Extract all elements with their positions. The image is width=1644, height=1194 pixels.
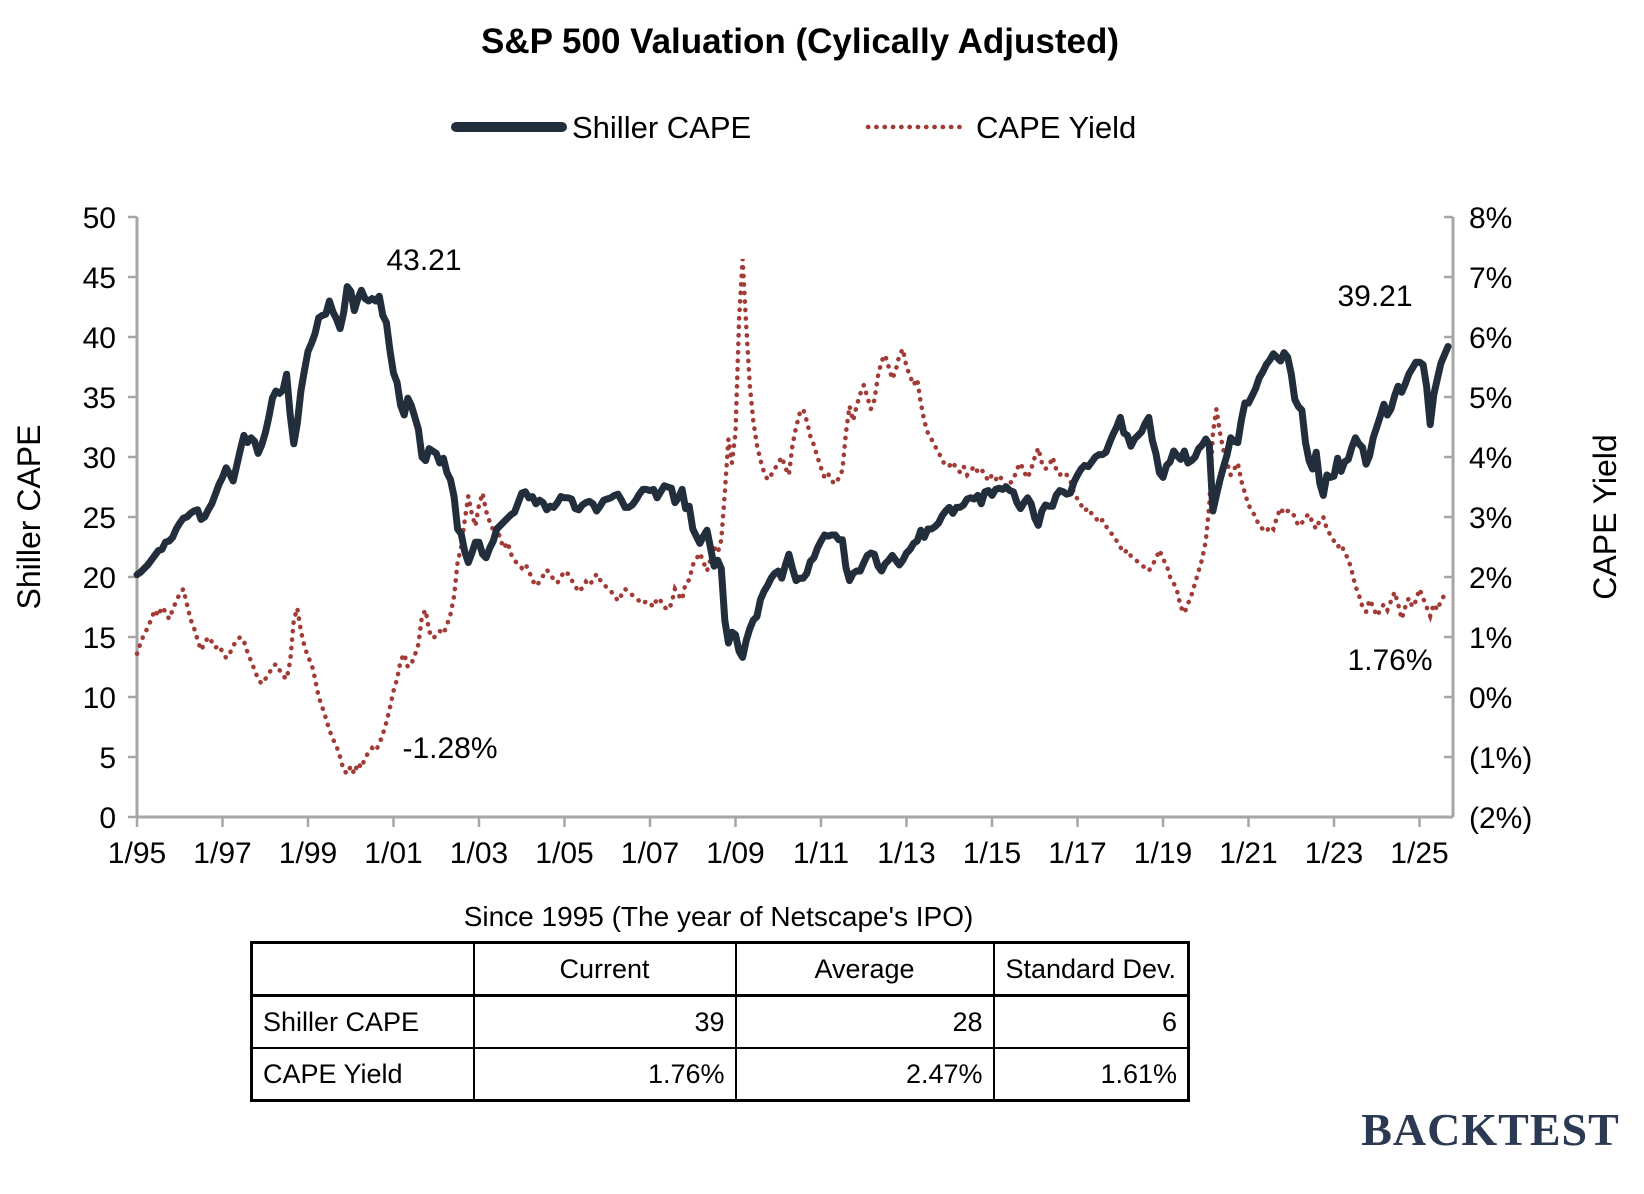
left-axis-title: Shiller CAPE xyxy=(11,425,47,610)
x-axis-tick-label: 1/13 xyxy=(877,837,935,870)
x-axis-tick-label: 1/09 xyxy=(706,837,764,870)
x-axis-tick-label: 1/21 xyxy=(1219,837,1277,870)
left-axis-tick-label: 50 xyxy=(83,202,116,235)
right-axis-tick-label: 5% xyxy=(1469,382,1512,415)
left-axis-tick-label: 35 xyxy=(83,382,116,415)
legend-cape-label: Shiller CAPE xyxy=(572,110,751,145)
right-axis-tick-label: 8% xyxy=(1469,202,1512,235)
x-axis-tick-label: 1/11 xyxy=(793,837,849,870)
left-axis-tick-label: 15 xyxy=(83,622,116,655)
left-axis-tick-label: 40 xyxy=(83,322,116,355)
x-axis-tick-label: 1/95 xyxy=(108,837,166,870)
left-axis-tick-label: 0 xyxy=(99,802,116,835)
x-axis-tick-label: 1/05 xyxy=(535,837,593,870)
x-axis-tick-label: 1/01 xyxy=(364,837,422,870)
right-axis-tick-label: (1%) xyxy=(1469,742,1532,775)
annotation-cape-current: 39.21 xyxy=(1337,280,1412,313)
table-header-std: Standard Dev. xyxy=(992,941,1190,997)
left-axis-tick-label: 45 xyxy=(83,262,116,295)
series xyxy=(133,258,1452,780)
table-header-average: Average xyxy=(734,941,995,997)
right-axis-tick-label: (2%) xyxy=(1469,802,1532,835)
legend-yield-label: CAPE Yield xyxy=(976,110,1136,145)
table-header-blank xyxy=(250,941,475,997)
table-header-current: Current xyxy=(472,941,737,997)
left-axis-tick-label: 30 xyxy=(83,442,116,475)
x-axis-tick-label: 1/23 xyxy=(1305,837,1363,870)
shiller-cape-std: 6 xyxy=(992,994,1190,1049)
right-axis-tick-label: 2% xyxy=(1469,562,1512,595)
axes: 504540353025201510508%7%6%5%4%3%2%1%0%(1… xyxy=(83,202,1533,870)
x-axis-tick-label: 1/99 xyxy=(279,837,337,870)
row-label-cape-yield: CAPE Yield xyxy=(250,1047,475,1102)
left-axis-tick-label: 10 xyxy=(83,682,116,715)
left-axis-tick-label: 20 xyxy=(83,562,116,595)
shiller-cape-current: 39 xyxy=(472,994,737,1049)
legend: Shiller CAPE CAPE Yield xyxy=(451,110,1136,145)
right-axis-tick-label: 6% xyxy=(1469,322,1512,355)
cape-yield-average: 2.47% xyxy=(734,1047,995,1102)
summary-table: Current Average Standard Dev. Shiller CA… xyxy=(250,941,1190,1102)
right-axis-tick-label: 0% xyxy=(1469,682,1512,715)
cape-yield-series xyxy=(134,258,1451,780)
right-axis-tick-label: 4% xyxy=(1469,442,1512,475)
summary-table-section: Since 1995 (The year of Netscape's IPO) … xyxy=(250,901,1190,1102)
right-axis-title: CAPE Yield xyxy=(1587,434,1623,599)
table-row: CAPE Yield 1.76% 2.47% 1.61% xyxy=(250,1047,1190,1102)
cape-yield-std: 1.61% xyxy=(992,1047,1190,1102)
row-label-shiller-cape: Shiller CAPE xyxy=(250,994,475,1049)
right-axis-tick-label: 1% xyxy=(1469,622,1512,655)
annotation-cape-peak: 43.21 xyxy=(386,244,461,277)
x-axis-tick-label: 1/97 xyxy=(193,837,251,870)
x-axis-tick-label: 1/17 xyxy=(1048,837,1106,870)
right-axis-tick-label: 7% xyxy=(1469,262,1512,295)
x-axis-tick-label: 1/19 xyxy=(1134,837,1192,870)
x-axis-tick-label: 1/03 xyxy=(450,837,508,870)
annotation-yield-current: 1.76% xyxy=(1347,644,1432,677)
annotation-yield-trough: -1.28% xyxy=(402,732,497,765)
summary-table-title: Since 1995 (The year of Netscape's IPO) xyxy=(463,901,974,932)
backtest-logo: BACKTEST xyxy=(1361,1104,1620,1155)
x-axis-tick-label: 1/25 xyxy=(1390,837,1448,870)
left-axis-tick-label: 5 xyxy=(99,742,116,775)
x-axis-tick-label: 1/15 xyxy=(963,837,1021,870)
x-axis-tick-label: 1/07 xyxy=(621,837,679,870)
cape-yield-current: 1.76% xyxy=(472,1047,737,1102)
chart-title: S&P 500 Valuation (Cylically Adjusted) xyxy=(481,22,1119,61)
right-axis-tick-label: 3% xyxy=(1469,502,1512,535)
table-row: Shiller CAPE 39 28 6 xyxy=(250,994,1190,1049)
left-axis-tick-label: 25 xyxy=(83,502,116,535)
shiller-cape-average: 28 xyxy=(734,994,995,1049)
table-header-row: Current Average Standard Dev. xyxy=(250,941,1190,997)
shiller-cape-series xyxy=(133,283,1452,661)
